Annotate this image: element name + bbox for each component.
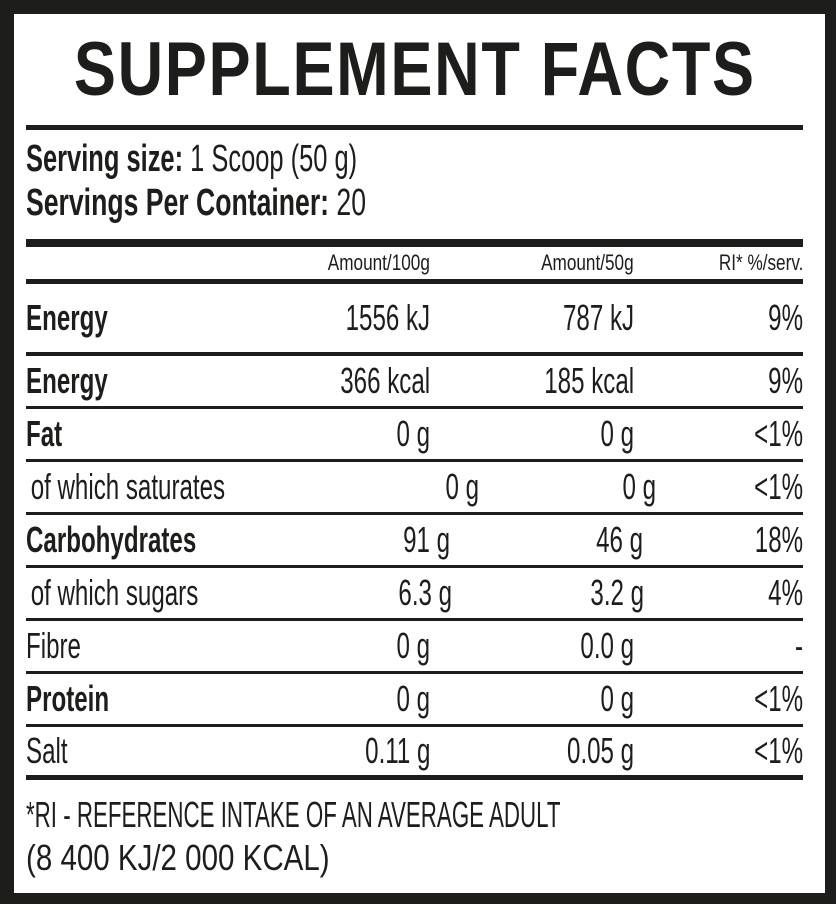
ri-percent-value: 4% [768, 572, 803, 613]
thick-divider-above-table [26, 239, 803, 247]
label-header: SUPPLEMENT FACTS [26, 14, 803, 125]
table-row: of which sugars 6.3 g 3.2 g 4% [26, 568, 803, 621]
nutrient-name: Carbohydrates [26, 519, 197, 560]
amount-100g-value: 0.11 g [364, 730, 430, 771]
serving-size-value: 1 Scoop (50 g) [183, 138, 358, 180]
divider-under-title [26, 125, 803, 130]
header-amount-50g: Amount/50g [541, 250, 634, 275]
amount-50g-value: 0 g [622, 466, 657, 507]
amount-50g-value: 0.05 g [566, 730, 634, 771]
nutrient-name: Fat [26, 413, 63, 454]
table-row: Carbohydrates 91 g 46 g 18% [26, 515, 803, 568]
servings-per-container-value: 20 [329, 182, 367, 224]
table-row: Protein 0 g 0 g <1% [26, 674, 803, 727]
table-row: Energy 1556 kJ 787 kJ 9% [26, 284, 803, 356]
table-row: of which saturates 0 g 0 g <1% [26, 462, 803, 515]
servings-per-container-line: Servings Per Container: 20 [26, 181, 803, 225]
footnote-line2: (8 400 KJ/2 000 KCAL) [26, 837, 330, 878]
amount-100g-value: 1556 kJ [345, 297, 430, 338]
amount-50g-value: 185 kcal [544, 360, 634, 401]
ri-percent-value: 18% [754, 519, 803, 560]
amount-50g-value: 787 kJ [562, 297, 634, 338]
ri-percent-value: <1% [754, 413, 803, 454]
reference-intake-footnote: *RI - REFERENCE INTAKE OF AN AVERAGE ADU… [26, 780, 803, 879]
nutrient-name: of which sugars [30, 572, 199, 613]
header-ri-serv: RI* %/serv. [718, 250, 803, 275]
page-title: SUPPLEMENT FACTS [73, 27, 756, 112]
table-row: Fat 0 g 0 g <1% [26, 409, 803, 462]
ri-percent-value: <1% [754, 466, 803, 507]
amount-50g-value: 3.2 g [590, 572, 645, 613]
header-amount-100g: Amount/100g [327, 250, 430, 275]
amount-50g-value: 46 g [596, 519, 644, 560]
ri-percent-value: 9% [768, 360, 803, 401]
ri-percent-value: <1% [754, 678, 803, 719]
amount-100g-value: 366 kcal [340, 360, 430, 401]
nutrient-name: Energy [26, 360, 108, 401]
ri-percent-value: - [794, 625, 803, 666]
serving-size-label: Serving size: [26, 138, 184, 180]
nutrient-name: Energy [26, 297, 108, 338]
amount-50g-value: 0.0 g [580, 625, 634, 666]
amount-100g-value: 91 g [403, 519, 451, 560]
amount-100g-value: 0 g [396, 678, 430, 719]
serving-info: Serving size: 1 Scoop (50 g) Servings Pe… [26, 130, 803, 239]
amount-100g-value: 0 g [396, 625, 430, 666]
amount-50g-value: 0 g [600, 413, 634, 454]
table-row: Energy 366 kcal 185 kcal 9% [26, 356, 803, 409]
servings-per-container-label: Servings Per Container: [26, 182, 330, 224]
serving-size-line: Serving size: 1 Scoop (50 g) [26, 137, 803, 181]
ri-percent-value: <1% [754, 730, 803, 771]
nutrient-name: Salt [26, 730, 68, 771]
nutrient-name: of which saturates [30, 466, 226, 507]
nutrient-name: Protein [26, 678, 110, 719]
footnote-line1: *RI - REFERENCE INTAKE OF AN AVERAGE ADU… [26, 794, 561, 835]
table-row: Salt 0.11 g 0.05 g <1% [26, 727, 803, 780]
amount-50g-value: 0 g [600, 678, 634, 719]
amount-100g-value: 0 g [445, 466, 480, 507]
amount-100g-value: 6.3 g [398, 572, 453, 613]
table-row: Fibre 0 g 0.0 g - [26, 621, 803, 674]
table-header-row: Amount/100g Amount/50g RI* %/serv. [26, 247, 803, 284]
nutrient-name: Fibre [26, 625, 81, 666]
amount-100g-value: 0 g [396, 413, 430, 454]
ri-percent-value: 9% [768, 297, 803, 338]
